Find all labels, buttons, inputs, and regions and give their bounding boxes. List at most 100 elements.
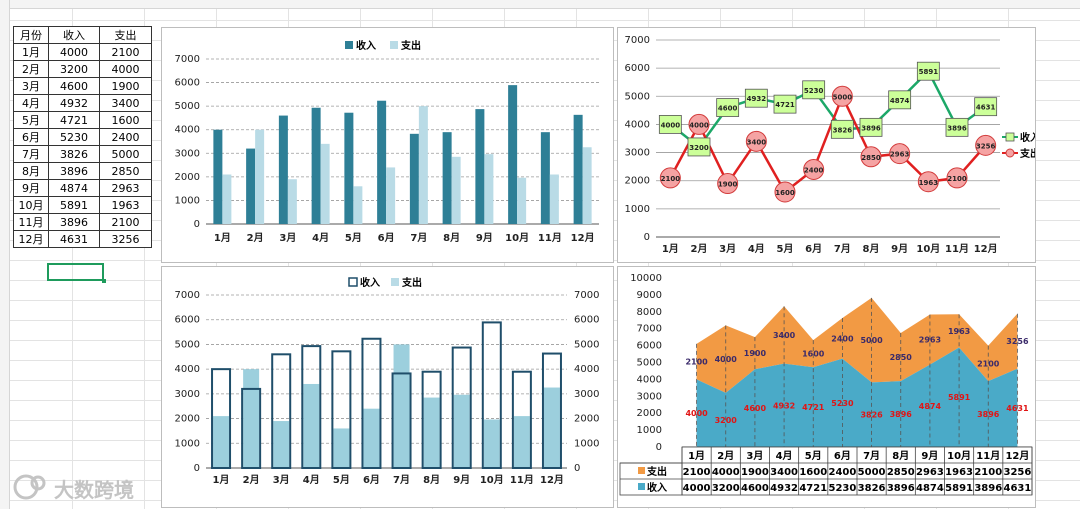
table-cell[interactable]: 1月 (13, 43, 49, 61)
x-tick-label: 1月 (662, 243, 679, 255)
data-label-income: 5891 (948, 393, 971, 402)
chart-panel-clustered-bar[interactable]: 收入 支出 0 1000 2000 3000 4000 5000 6000 7000 1月 2月 3月 4… (161, 27, 614, 263)
bar-expense (484, 154, 494, 224)
table-cell[interactable]: 收入 (48, 26, 100, 44)
y-tick-label: 0 (644, 232, 650, 243)
table-cell[interactable]: 4874 (48, 179, 100, 197)
table-cell[interactable]: 4932 (48, 94, 100, 112)
table-cell[interactable]: 9月 (13, 179, 49, 197)
line-chart: 0 1000 2000 3000 4000 5000 6000 7000 4000 3200 460… (625, 35, 1035, 255)
table-cell[interactable]: 2850 (99, 162, 152, 180)
watermark-text: 大数跨境 (54, 478, 134, 502)
x-tick-label: 2月 (691, 243, 708, 255)
table-cell[interactable]: 4631 (48, 230, 100, 248)
chart-panel-line[interactable]: 0 1000 2000 3000 4000 5000 6000 7000 4000 3200 460… (617, 27, 1036, 263)
y-tick-label: 5000 (175, 339, 200, 350)
overlay-bar-chart: 收入 支出 0 1000 2000 3000 4000 5000 6000 7000 0 1000 20… (175, 276, 600, 486)
bar-expense (303, 383, 320, 468)
table-cell[interactable]: 6月 (13, 128, 49, 146)
data-table-header: 10月 (947, 450, 971, 462)
y-tick-label: 4000 (175, 125, 200, 136)
table-cell[interactable]: 4600 (48, 77, 100, 95)
data-table-header: 9月 (921, 450, 938, 462)
bar-expense (423, 397, 440, 468)
data-label-income: 4600 (718, 105, 738, 113)
table-cell[interactable]: 4000 (48, 43, 100, 61)
table-cell[interactable]: 8月 (13, 162, 49, 180)
x-tick-label: 11月 (538, 232, 562, 244)
bar-income (508, 85, 518, 224)
data-table-cell-expense: 1900 (741, 467, 769, 478)
table-cell[interactable]: 3896 (48, 162, 100, 180)
y-tick-label: 4000 (625, 119, 650, 130)
table-cell[interactable]: 2100 (99, 43, 152, 61)
table-cell[interactable]: 5230 (48, 128, 100, 146)
x-tick-label: 12月 (974, 243, 998, 255)
bar-expense (582, 147, 592, 224)
data-label-income: 4721 (802, 403, 825, 412)
table-cell[interactable]: 7月 (13, 145, 49, 163)
data-label-income: 3896 (947, 124, 967, 132)
table-cell[interactable]: 10月 (13, 196, 49, 214)
table-cell[interactable]: 1600 (99, 111, 152, 129)
bar-income (331, 350, 352, 469)
table-cell[interactable]: 3896 (48, 213, 100, 231)
marker-income (830, 119, 854, 139)
y-tick-label: 6000 (175, 315, 200, 326)
data-label-expense: 4000 (689, 121, 709, 129)
bar-expense (353, 186, 363, 224)
table-cell[interactable]: 12月 (13, 230, 49, 248)
table-cell[interactable]: 支出 (99, 26, 152, 44)
data-table: 月份 收入 支出 1月 4000 2100 2月 3200 4000 3月 4600 1900 4月 49… (13, 26, 152, 248)
table-cell[interactable]: 11月 (13, 213, 49, 231)
selected-cell[interactable] (47, 263, 106, 283)
table-row: 4月 4932 3400 (13, 94, 152, 112)
legend-swatch-expense (638, 467, 645, 474)
x-tick-label: 10月 (480, 474, 504, 486)
table-cell[interactable]: 月份 (13, 26, 49, 44)
marker-expense (946, 167, 968, 189)
row-header-strip (0, 0, 10, 509)
data-table-cell-income: 4600 (741, 483, 769, 494)
x-tick-label: 9月 (891, 243, 908, 255)
table-cell[interactable]: 3200 (48, 60, 100, 78)
table-cell[interactable]: 3月 (13, 77, 49, 95)
table-cell[interactable]: 4721 (48, 111, 100, 129)
marker-income (773, 94, 797, 114)
bar-expense (483, 419, 500, 468)
marker-expense (975, 134, 997, 156)
chart-panel-stacked-area[interactable]: 0 1000 2000 3000 4000 5000 6000 7000 8000 9000 100… (617, 266, 1036, 508)
clustered-bar-chart: 收入 支出 0 1000 2000 3000 4000 5000 6000 7000 1月 2月 3月 4… (175, 39, 599, 244)
data-table-cell-expense: 2400 (828, 467, 856, 478)
table-cell[interactable]: 2963 (99, 179, 152, 197)
data-label-expense: 1900 (718, 181, 738, 189)
chart-panel-overlay-bar[interactable]: 收入 支出 0 1000 2000 3000 4000 5000 6000 7000 0 1000 20… (161, 266, 614, 508)
column-header-strip (0, 0, 1080, 9)
table-cell[interactable]: 5000 (99, 145, 152, 163)
table-cell[interactable]: 2400 (99, 128, 152, 146)
table-cell[interactable]: 3826 (48, 145, 100, 163)
table-cell[interactable]: 3400 (99, 94, 152, 112)
table-cell[interactable]: 1963 (99, 196, 152, 214)
marker-expense (917, 171, 939, 193)
table-cell[interactable]: 4000 (99, 60, 152, 78)
x-tick-label: 5月 (777, 243, 794, 255)
table-cell[interactable]: 5891 (48, 196, 100, 214)
bar-expense (222, 174, 232, 224)
table-cell[interactable]: 3256 (99, 230, 152, 248)
data-label-expense: 1963 (919, 179, 939, 187)
bar-income (409, 133, 419, 224)
y-tick-label: 4000 (574, 364, 599, 375)
data-table-header: 12月 (1005, 450, 1029, 462)
x-tick-label: 8月 (863, 243, 880, 255)
table-cell[interactable]: 2100 (99, 213, 152, 231)
y-tick-label: 7000 (574, 290, 599, 301)
table-cell[interactable]: 1900 (99, 77, 152, 95)
marker-income (658, 115, 682, 134)
legend-label-expense: 支出 (401, 276, 422, 289)
table-cell[interactable]: 2月 (13, 60, 49, 78)
table-cell[interactable]: 4月 (13, 94, 49, 112)
y-tick-label: 5000 (637, 358, 662, 369)
data-label-income: 4874 (890, 97, 910, 105)
table-cell[interactable]: 5月 (13, 111, 49, 129)
